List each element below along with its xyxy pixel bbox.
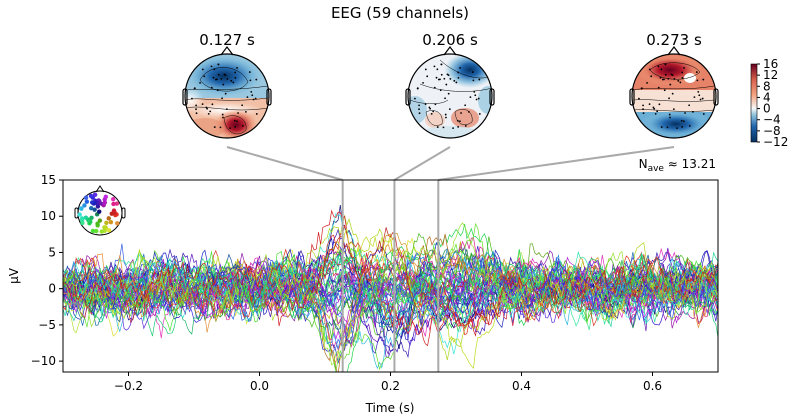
- y-tick-label: 0: [48, 282, 56, 296]
- sensor-marker: [104, 220, 109, 226]
- channel-trace: [63, 232, 718, 339]
- sensor-marker: [97, 209, 102, 214]
- sensor-marker: [84, 199, 90, 204]
- sensor-marker: [106, 216, 111, 221]
- channel-trace: [63, 227, 718, 325]
- colorbar-tick-label: 0: [763, 102, 771, 116]
- topomap-connector: [393, 146, 451, 181]
- topomap-1-sensors: [414, 63, 481, 130]
- figure-title: EEG (59 channels): [331, 4, 469, 22]
- y-tick-label: 15: [41, 173, 56, 187]
- x-axis-label: Time (s): [365, 401, 415, 415]
- sensor-marker: [89, 215, 94, 220]
- x-tick-label: −0.2: [114, 379, 143, 393]
- sensor-marker: [94, 228, 99, 234]
- y-tick-label: 10: [41, 209, 56, 223]
- y-tick-label: −5: [38, 318, 56, 332]
- sensor-marker: [79, 206, 84, 211]
- sensor-marker: [95, 204, 101, 209]
- sensor-marker: [80, 220, 85, 226]
- sensor-marker: [103, 194, 108, 199]
- y-axis-ticks: 15 10 5 0 −5 −10: [31, 173, 63, 368]
- sensor-marker: [92, 192, 98, 197]
- channel-trace: [63, 252, 718, 338]
- channel-trace: [63, 212, 718, 355]
- x-tick-label: 0.4: [512, 379, 531, 393]
- sensor-marker: [88, 193, 94, 199]
- channel-trace: [63, 233, 718, 372]
- colorbar-tick-label: −8: [763, 124, 781, 138]
- channel-trace: [63, 245, 718, 333]
- x-tick-label: 0.6: [643, 379, 662, 393]
- topomap-0-time-label: 0.127 s: [199, 31, 255, 49]
- colorbar-tick-label: 16: [763, 57, 778, 71]
- topomap-2-time-label: 0.273 s: [646, 31, 702, 49]
- sensor-marker: [102, 200, 108, 205]
- topomap-connectors: [226, 146, 675, 181]
- channel-trace: [63, 253, 718, 319]
- y-axis-label: µV: [7, 267, 21, 284]
- topomap-connector: [438, 146, 675, 181]
- x-tick-label: 0.0: [250, 379, 269, 393]
- channel-trace: [63, 241, 718, 364]
- sensor-marker: [83, 195, 89, 200]
- sensor-marker: [114, 201, 120, 206]
- colorbar-tick-label: 4: [763, 90, 771, 104]
- channel-trace: [63, 252, 718, 313]
- topomap-0: 0.127 s: [182, 31, 272, 139]
- sensor-marker: [99, 229, 104, 234]
- sensor-marker: [106, 228, 112, 233]
- sensor-marker: [79, 216, 85, 221]
- x-axis-ticks: −0.2 0.0 0.2 0.4 0.6: [114, 372, 662, 393]
- channel-trace: [63, 224, 718, 336]
- time-markers: [341, 180, 440, 372]
- sensor-marker: [98, 200, 103, 206]
- sensor-marker: [103, 225, 108, 230]
- topomap-0-sensors: [191, 63, 258, 130]
- sensor-marker: [92, 207, 97, 212]
- sensor-marker: [90, 228, 96, 234]
- sensor-marker: [111, 201, 116, 207]
- channel-trace: [63, 248, 718, 319]
- channel-traces: [63, 204, 718, 372]
- x-tick-label: 0.2: [381, 379, 400, 393]
- y-tick-label: 5: [48, 245, 56, 259]
- sensor-marker: [90, 200, 95, 205]
- sensor-marker: [82, 203, 87, 208]
- sensor-marker: [77, 212, 82, 217]
- topomap-1: 0.206 s: [405, 31, 495, 139]
- channel-trace: [63, 222, 718, 366]
- sensor-marker: [88, 205, 94, 211]
- butterfly-plot: −0.2 0.0 0.2 0.4 0.6 15 10 5 0 −5 −10 Time (s) µV: [7, 173, 719, 415]
- colorbar-tick-label: 8: [763, 79, 771, 93]
- sensor-marker: [108, 219, 114, 225]
- topomap-2-sensors: [638, 63, 705, 130]
- sensor-location-inset: [74, 185, 126, 236]
- colorbar-tick-label: 12: [763, 68, 778, 82]
- topomap-2: 0.273 s: [629, 31, 719, 139]
- topomap-connector: [226, 146, 343, 181]
- colorbar-tick-label: −12: [763, 135, 788, 149]
- sensor-marker: [109, 211, 114, 216]
- sensor-marker: [115, 221, 120, 226]
- topomap-1-time-label: 0.206 s: [422, 31, 478, 49]
- sensor-marker: [97, 218, 103, 223]
- sensor-marker: [86, 218, 91, 223]
- sensor-marker: [95, 221, 100, 226]
- colorbar-tick-label: −4: [763, 113, 781, 127]
- nave-label: Nave ≈ 13.21: [639, 157, 716, 174]
- channel-trace: [63, 259, 718, 345]
- y-tick-label: −10: [31, 354, 56, 368]
- channel-trace: [63, 247, 718, 332]
- sensor-marker: [110, 196, 116, 202]
